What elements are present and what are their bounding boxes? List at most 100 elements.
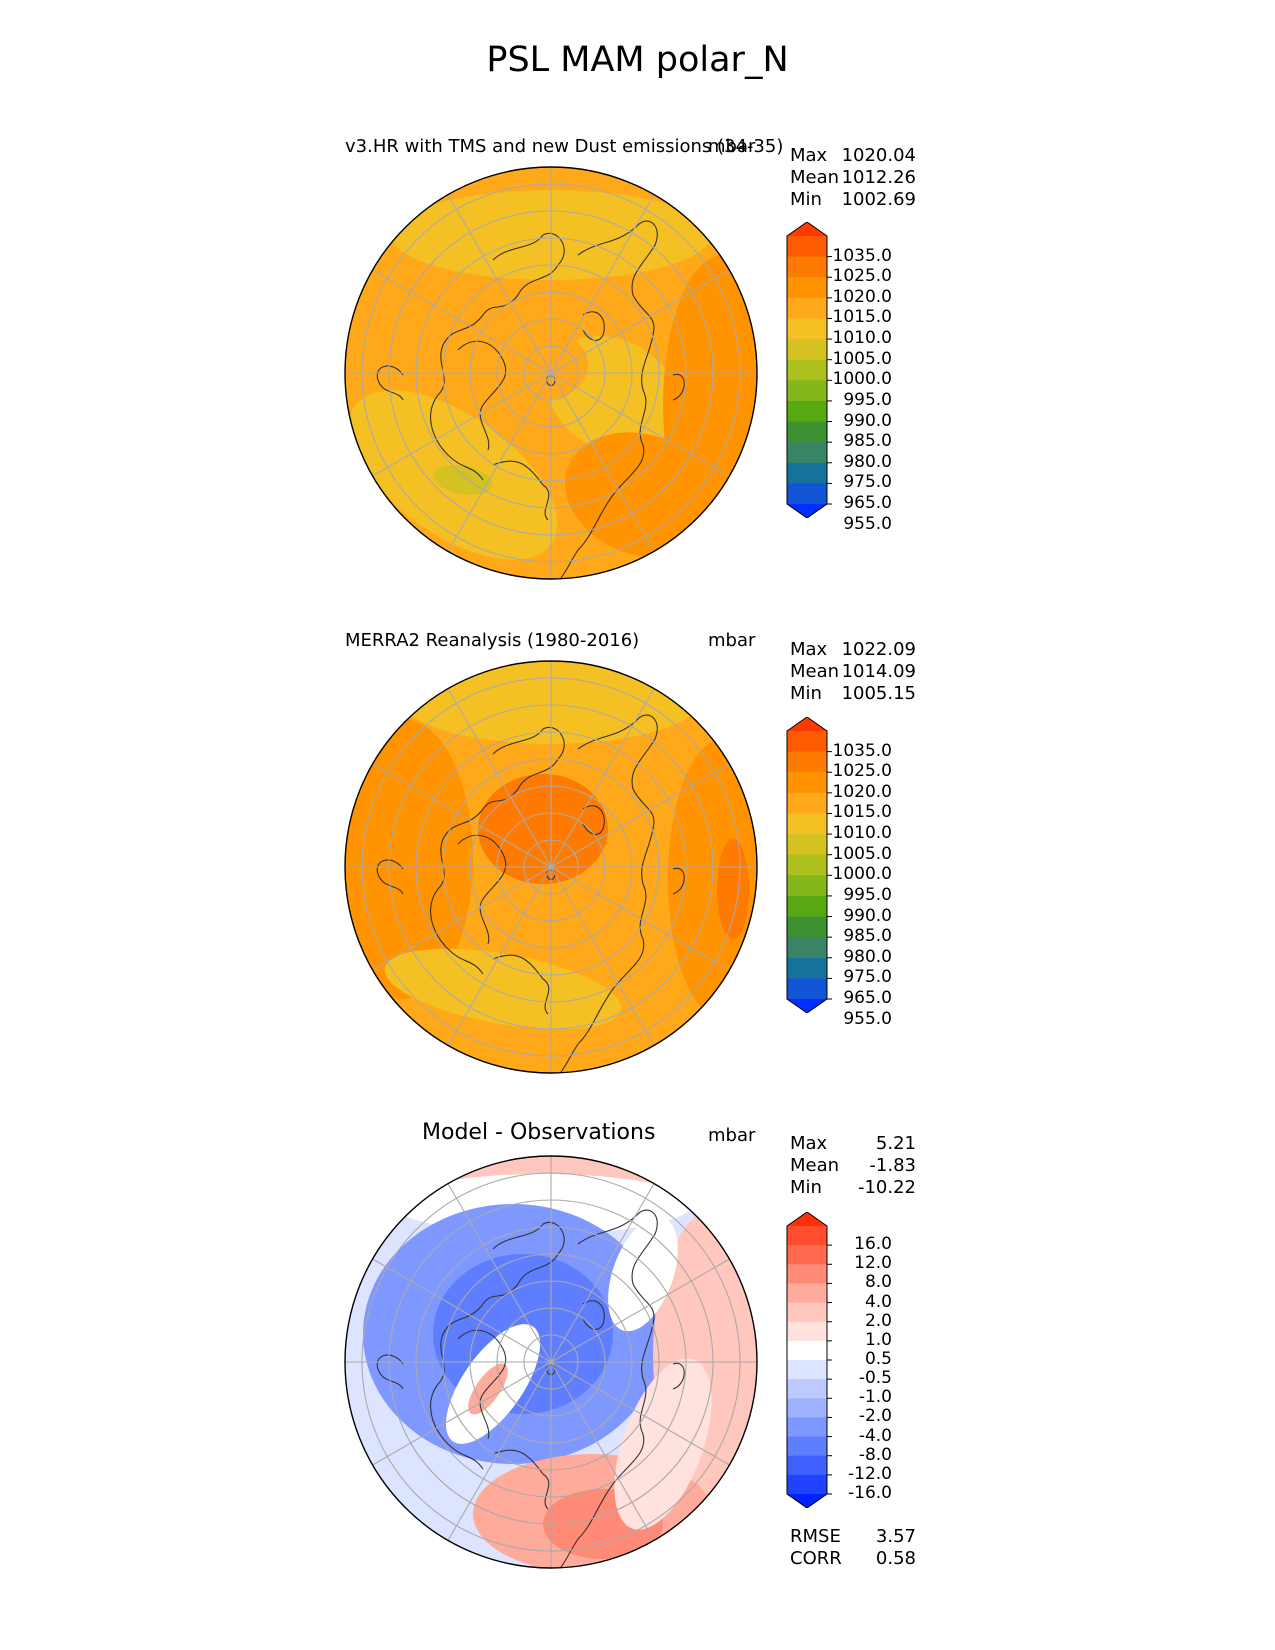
rmse-value: 3.57 bbox=[875, 1526, 916, 1547]
stat-max-value: 1022.09 bbox=[841, 639, 916, 660]
colorbar-segment bbox=[787, 297, 827, 319]
meridian-line bbox=[372, 1258, 552, 1363]
meridian-line bbox=[372, 269, 552, 374]
stats-block: Max 1020.04 Mean 1012.26 Min 1002.69 bbox=[790, 145, 916, 211]
corr-label: CORR bbox=[790, 1548, 842, 1569]
colorbar-tick-label: 2.0 bbox=[864, 1310, 892, 1331]
coastline bbox=[582, 1300, 605, 1330]
colorbar-segment bbox=[787, 1264, 827, 1284]
colorbar-tick-label: 955.0 bbox=[843, 513, 892, 534]
colorbar-tick-label: 1.0 bbox=[864, 1329, 892, 1350]
meridian-line bbox=[447, 866, 552, 1046]
coastline bbox=[492, 460, 550, 521]
meridian-line bbox=[550, 866, 730, 971]
colorbar-segment bbox=[787, 1455, 827, 1476]
meridian-line bbox=[550, 1361, 730, 1466]
colorbar-tick-label: 965.0 bbox=[843, 988, 892, 1008]
coastline bbox=[457, 340, 507, 451]
colorbar-tick-label: 980.0 bbox=[843, 946, 892, 967]
colorbar-segment bbox=[787, 483, 827, 505]
colorbar-segment bbox=[787, 339, 827, 361]
coastline bbox=[430, 726, 565, 975]
meridian-line bbox=[447, 194, 552, 374]
meridian-line bbox=[550, 269, 730, 374]
stat-min-value: 1002.69 bbox=[841, 189, 916, 210]
colorbar-tick-label: 1005.0 bbox=[832, 348, 892, 369]
colorbar-tick-label: 975.0 bbox=[843, 967, 892, 988]
meridian-line bbox=[550, 1258, 730, 1363]
meridian-line bbox=[550, 372, 655, 552]
colorbar-tick-label: -4.0 bbox=[858, 1425, 892, 1446]
colorbar-segment bbox=[787, 751, 827, 773]
coastline bbox=[552, 220, 658, 579]
colorbar-segment bbox=[787, 731, 827, 753]
colorbar-segment bbox=[787, 834, 827, 856]
graticule bbox=[345, 1156, 757, 1568]
figure-title: PSL MAM polar_N bbox=[486, 40, 789, 80]
colorbar bbox=[786, 717, 832, 1013]
meridian-line bbox=[447, 688, 552, 868]
meridian-line bbox=[447, 1361, 552, 1541]
colorbar-extend-min bbox=[787, 504, 827, 518]
colorbar-tick-label: 1035.0 bbox=[832, 245, 892, 266]
colorbar-segment bbox=[787, 1417, 827, 1438]
stat-mean-label: Mean bbox=[790, 167, 840, 188]
colorbar-segment bbox=[787, 1302, 827, 1323]
colorbar-tick-label: 1025.0 bbox=[832, 266, 892, 287]
panel-units: mbar bbox=[708, 630, 756, 651]
colorbar-tick-label: -8.0 bbox=[858, 1444, 892, 1465]
coastline bbox=[430, 232, 565, 481]
stat-min-label: Min bbox=[790, 683, 822, 704]
colorbar-segment bbox=[787, 442, 827, 464]
colorbar-segment bbox=[787, 380, 827, 402]
colorbar-tick-label: 1035.0 bbox=[832, 740, 892, 761]
colorbar-tick-label: -1.0 bbox=[858, 1387, 892, 1408]
coastline bbox=[457, 834, 507, 945]
coastline bbox=[582, 311, 605, 341]
stats-block: Max 1022.09 Mean 1014.09 Min 1005.15 bbox=[790, 639, 916, 705]
colorbar-tick-label: 955.0 bbox=[843, 1008, 892, 1029]
coastlines bbox=[376, 714, 685, 1073]
stat-max-label: Max bbox=[790, 1133, 828, 1154]
coastline bbox=[582, 805, 605, 835]
colorbar-segment bbox=[787, 916, 827, 938]
colorbar-extend-max bbox=[787, 222, 827, 236]
map-boundary bbox=[344, 1155, 758, 1569]
colorbar-segment bbox=[787, 1398, 827, 1418]
panel-title: MERRA2 Reanalysis (1980-2016) bbox=[345, 630, 640, 651]
colorbar-tick-label: 985.0 bbox=[843, 431, 892, 452]
colorbar-segment bbox=[787, 318, 827, 340]
stat-max-label: Max bbox=[790, 639, 828, 660]
colorbar-tick-label: 1000.0 bbox=[832, 369, 892, 390]
meridian-line bbox=[447, 372, 552, 552]
meridian-line bbox=[550, 866, 655, 1046]
coastline bbox=[552, 1209, 658, 1568]
stat-max-label: Max bbox=[790, 145, 828, 166]
colorbar-tick-label: 1015.0 bbox=[832, 307, 892, 328]
stat-mean-label: Mean bbox=[790, 661, 840, 682]
colorbar-segment bbox=[787, 1283, 827, 1304]
colorbar-tick-label: 995.0 bbox=[843, 389, 892, 410]
colorbar-extend-min bbox=[787, 999, 827, 1013]
field-region bbox=[608, 1216, 678, 1332]
colorbar-extend-min bbox=[787, 1494, 827, 1508]
colorbar-segment bbox=[787, 462, 827, 484]
colorbar-tick-label: 16.0 bbox=[854, 1234, 892, 1255]
colorbar-tick-label: 1010.0 bbox=[832, 823, 892, 844]
coastline bbox=[552, 714, 658, 1073]
colorbar-segment bbox=[787, 875, 827, 897]
colorbar-tick-label: 995.0 bbox=[843, 884, 892, 905]
colorbar-segment bbox=[787, 400, 827, 423]
stat-mean-label: Mean bbox=[790, 1155, 840, 1176]
colorbar-tick-label: 965.0 bbox=[843, 493, 892, 513]
coastline bbox=[492, 1449, 550, 1510]
polar-map bbox=[344, 660, 758, 1074]
colorbar-segment bbox=[787, 1340, 827, 1361]
meridian-line bbox=[372, 1361, 552, 1466]
colorbar-tick-label: 1000.0 bbox=[832, 864, 892, 885]
stat-min-label: Min bbox=[790, 1177, 822, 1198]
field-region bbox=[614, 1358, 712, 1530]
coastline bbox=[457, 1329, 507, 1440]
stat-min-value: -10.22 bbox=[857, 1177, 916, 1198]
coastline bbox=[672, 373, 685, 401]
